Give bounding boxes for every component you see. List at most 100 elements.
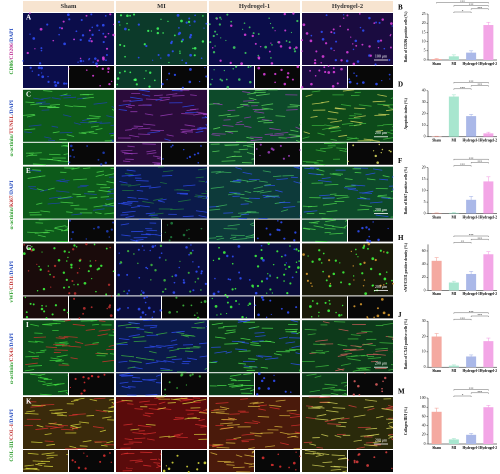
fiber	[203, 409, 208, 412]
fiber	[195, 130, 204, 133]
fiber	[173, 433, 184, 436]
nucleus	[389, 46, 392, 49]
fiber	[323, 142, 332, 144]
nucleus	[310, 315, 313, 318]
fiber	[75, 341, 84, 345]
nucleus	[189, 24, 191, 27]
fiber	[257, 355, 272, 358]
microscopy-image	[209, 320, 300, 373]
nucleus	[234, 65, 238, 68]
fiber	[388, 368, 394, 371]
fiber	[30, 103, 43, 106]
nucleus	[194, 281, 197, 283]
fiber	[231, 340, 246, 343]
significance-bracket	[470, 239, 489, 241]
fiber	[254, 332, 265, 334]
fiber	[200, 426, 208, 428]
fiber	[161, 175, 173, 177]
fiber	[160, 113, 173, 117]
nucleus	[309, 39, 313, 43]
fiber	[348, 404, 357, 408]
fiber	[121, 399, 133, 402]
fiber	[182, 104, 195, 108]
nucleus	[314, 59, 317, 62]
nucleus	[62, 20, 65, 23]
nucleus	[143, 296, 146, 300]
fiber	[245, 236, 255, 239]
fiber	[171, 358, 183, 361]
significance-bracket	[453, 235, 489, 237]
nucleus	[119, 14, 123, 17]
fiber	[265, 340, 276, 343]
fiber	[125, 106, 133, 109]
nucleus	[267, 273, 269, 275]
nucleus	[259, 154, 261, 157]
nucleus	[71, 280, 74, 283]
x-tick-label: Hydrogel-1	[462, 446, 480, 450]
microscopy-image	[302, 13, 393, 65]
fiber	[112, 403, 115, 406]
stain-part: α-actinin	[9, 135, 15, 156]
nucleus	[54, 304, 58, 307]
nucleus	[214, 30, 217, 33]
microscopy-image	[23, 13, 114, 65]
fiber	[216, 204, 228, 208]
nucleus	[167, 20, 169, 23]
nucleus	[32, 248, 35, 251]
fiber	[332, 225, 346, 229]
stain-part: /DAPI	[9, 181, 15, 197]
significance-bracket	[470, 85, 489, 87]
fiber	[261, 119, 273, 122]
microscopy-image	[69, 219, 114, 242]
nucleus	[315, 50, 318, 53]
fiber	[324, 124, 338, 128]
nucleus	[73, 284, 75, 286]
nucleus	[212, 34, 215, 38]
fiber	[57, 390, 68, 393]
fiber	[328, 127, 341, 130]
fiber	[229, 191, 241, 194]
fiber	[157, 200, 165, 203]
nucleus	[191, 249, 194, 252]
fiber	[119, 381, 129, 384]
y-tick-label: 10	[422, 39, 426, 43]
fiber	[305, 417, 316, 420]
nucleus	[137, 23, 140, 26]
nucleus	[231, 262, 234, 265]
fiber	[351, 354, 365, 358]
bar	[483, 254, 494, 291]
nucleus	[188, 17, 191, 20]
significance-label: ***	[477, 6, 482, 10]
microscopy-image	[209, 166, 300, 219]
nucleus	[196, 468, 199, 471]
nucleus	[310, 34, 313, 37]
fiber	[86, 117, 100, 120]
nucleus	[220, 18, 222, 20]
bar	[466, 199, 477, 214]
significance-bracket	[453, 395, 472, 397]
fiber	[350, 334, 361, 336]
fiber	[359, 196, 367, 199]
fiber	[315, 454, 325, 457]
nucleus	[361, 43, 364, 46]
nucleus	[36, 290, 39, 292]
nucleus	[162, 158, 164, 160]
fiber	[38, 373, 46, 376]
fiber	[257, 189, 264, 193]
fiber	[212, 444, 224, 448]
nucleus	[346, 50, 349, 54]
fiber	[372, 441, 382, 444]
significance-label: ***	[460, 316, 465, 320]
fiber	[155, 374, 162, 377]
fiber	[145, 212, 156, 215]
nucleus	[352, 62, 356, 66]
stain-label: CD86/CD206/DAPI	[9, 28, 15, 74]
fiber	[135, 239, 144, 241]
nucleus	[174, 274, 178, 277]
nucleus	[277, 220, 279, 222]
fiber	[331, 454, 345, 457]
fiber	[170, 339, 178, 342]
fiber	[296, 166, 301, 169]
fiber	[244, 200, 253, 203]
